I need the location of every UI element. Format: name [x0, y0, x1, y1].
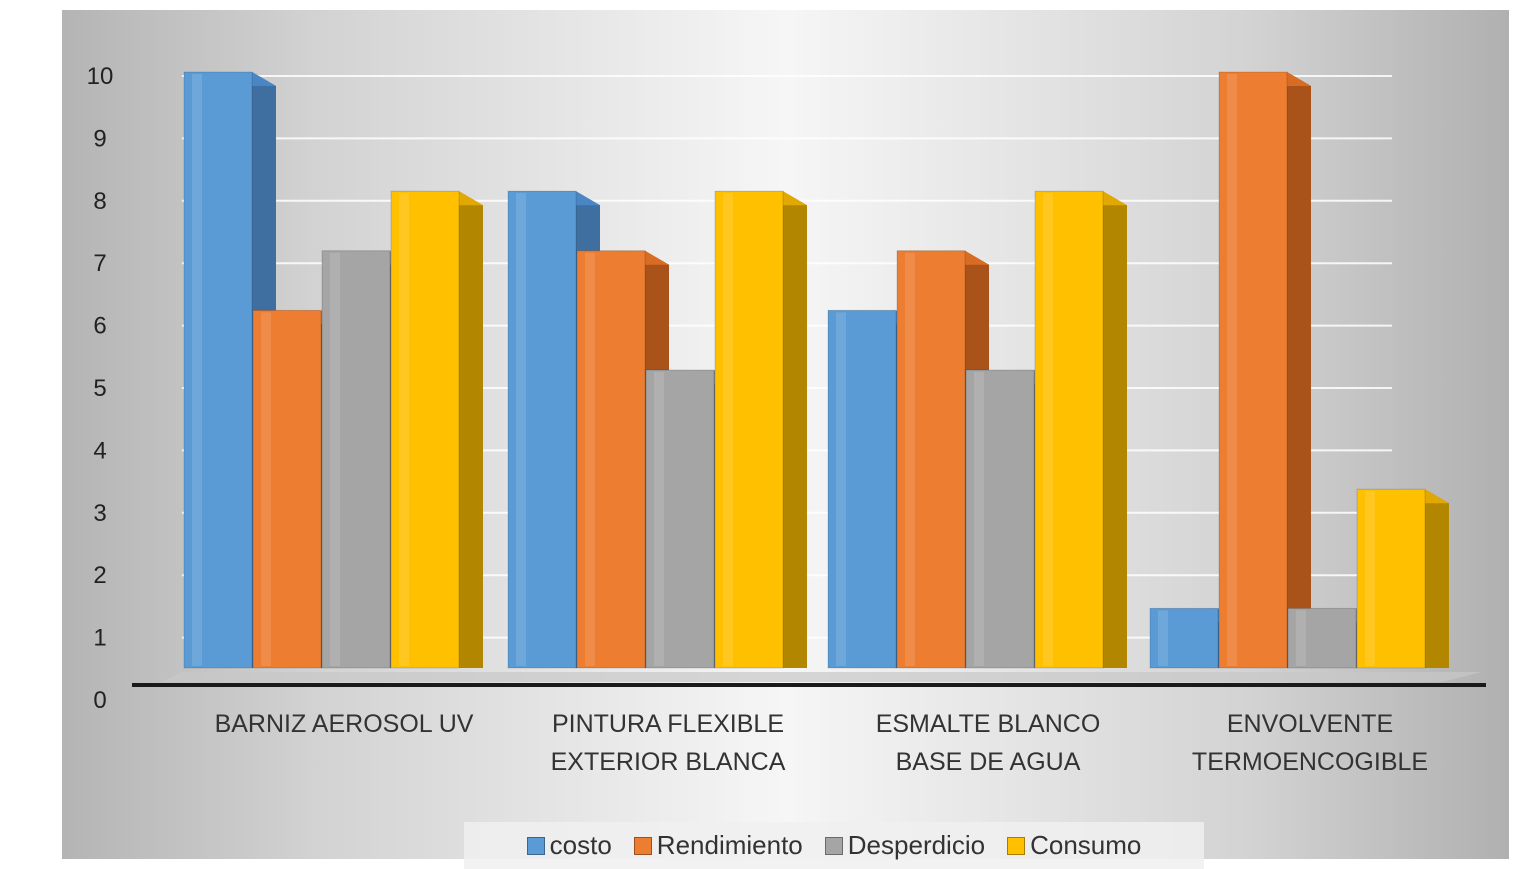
y-tick-label: 8 — [93, 188, 106, 215]
y-tick-label: 6 — [93, 313, 106, 340]
legend-item-desperdicio: Desperdicio — [824, 830, 986, 861]
bar-rendimiento — [576, 250, 646, 669]
bar-consumo — [1356, 488, 1426, 669]
x-tick-label: BARNIZ AEROSOL UV — [215, 710, 474, 738]
x-tick-label: ESMALTE BLANCO — [876, 710, 1101, 738]
y-tick-label: 10 — [87, 63, 114, 90]
bar-highlight — [1296, 610, 1306, 666]
bar-highlight — [723, 193, 733, 666]
x-tick-label: TERMOENCOGIBLE — [1192, 748, 1428, 776]
bar-highlight — [654, 372, 664, 666]
bar-desperdicio — [321, 250, 391, 669]
bar-highlight — [974, 372, 984, 666]
bar-side-consumo — [1425, 489, 1449, 668]
y-tick-label: 4 — [93, 437, 106, 464]
bar-side-consumo — [459, 191, 483, 668]
bar-costo — [827, 309, 897, 669]
bar-rendimiento — [896, 250, 966, 669]
bar-desperdicio — [645, 369, 715, 669]
bar-highlight — [192, 74, 202, 666]
bar-highlight — [585, 252, 595, 667]
chart-floor — [162, 672, 1482, 682]
bar-highlight — [261, 312, 271, 666]
bar-highlight — [516, 193, 526, 666]
bar-rendimiento — [252, 309, 322, 669]
bar-side-consumo — [1103, 191, 1127, 668]
bar-highlight — [836, 312, 846, 666]
bar-highlight — [399, 193, 409, 666]
bar-highlight — [1365, 491, 1375, 666]
chart-area: 0 1 2 3 4 5 6 7 8 9 10 BARNIZ AEROSOL UV PINTURA FLE… — [62, 10, 1509, 869]
y-tick-label: 9 — [93, 125, 106, 152]
bar-costo — [1149, 607, 1219, 669]
bar-side-consumo — [783, 191, 807, 668]
bar-costo — [183, 71, 253, 669]
y-tick-label: 2 — [93, 562, 106, 589]
legend-swatch — [824, 836, 843, 855]
bar-consumo — [714, 190, 784, 669]
x-tick-label: BASE DE AGUA — [896, 748, 1081, 776]
bar-highlight — [1158, 610, 1168, 666]
bar-desperdicio — [965, 369, 1035, 669]
x-tick-label: PINTURA FLEXIBLE — [552, 710, 784, 738]
legend-item-rendimiento: Rendimiento — [633, 830, 803, 861]
x-tick-label: ENVOLVENTE — [1227, 710, 1393, 738]
legend-swatch — [526, 836, 545, 855]
y-tick-label: 1 — [93, 625, 106, 652]
bar-highlight — [905, 252, 915, 667]
bar-costo — [507, 190, 577, 669]
legend: costo Rendimiento Desperdicio Consumo — [464, 822, 1204, 869]
bar-rendimiento — [1218, 71, 1288, 669]
y-tick-label: 3 — [93, 500, 106, 527]
bar-consumo — [1034, 190, 1104, 669]
bar-highlight — [1227, 74, 1237, 666]
y-tick-label: 7 — [93, 250, 106, 277]
bar-highlight — [330, 252, 340, 667]
legend-swatch — [1007, 836, 1026, 855]
bar-consumo — [390, 190, 460, 669]
x-tick-label: EXTERIOR BLANCA — [551, 748, 786, 776]
legend-label: Consumo — [1030, 830, 1142, 860]
legend-label: Desperdicio — [847, 830, 986, 860]
legend-label: costo — [549, 830, 612, 860]
bar-highlight — [1043, 193, 1053, 666]
y-tick-label: 5 — [93, 375, 106, 402]
y-tick-label: 0 — [93, 687, 106, 714]
legend-swatch — [633, 836, 652, 855]
bar-chart: 0 1 2 3 4 5 6 7 8 9 10 BARNIZ AEROSOL UV PINTURA FLE… — [87, 63, 1486, 776]
bar-desperdicio — [1287, 607, 1357, 669]
bar-side-rendimiento — [1287, 72, 1311, 668]
legend-item-costo: costo — [526, 830, 612, 861]
legend-item-consumo: Consumo — [1007, 830, 1141, 861]
legend-label: Rendimiento — [656, 830, 803, 860]
